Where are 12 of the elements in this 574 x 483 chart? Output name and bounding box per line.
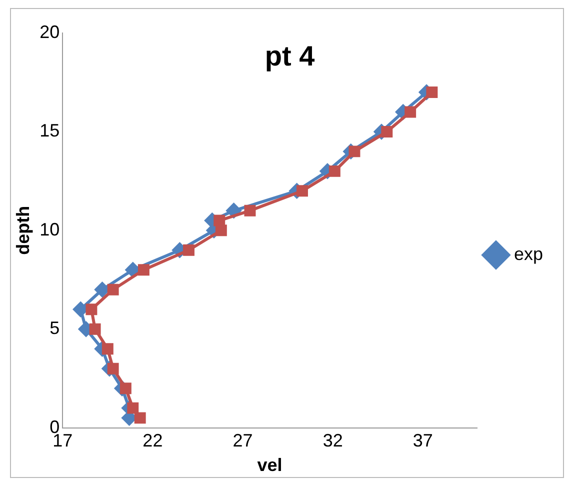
x-tick-label: 27	[232, 430, 253, 451]
legend-label: exp	[514, 244, 544, 264]
chart-title: pt 4	[264, 40, 316, 72]
x-axis-title: vel	[257, 455, 282, 476]
y-tick-label: 15	[40, 120, 60, 141]
x-tick-label: 32	[322, 430, 343, 451]
x-tick-label: 37	[412, 430, 433, 451]
y-tick-label: 20	[40, 22, 60, 42]
y-axis-title: depth	[12, 206, 33, 255]
x-tick-label: 22	[142, 430, 163, 451]
y-tick-label: 10	[40, 219, 60, 240]
y-tick-label: 5	[50, 318, 60, 338]
